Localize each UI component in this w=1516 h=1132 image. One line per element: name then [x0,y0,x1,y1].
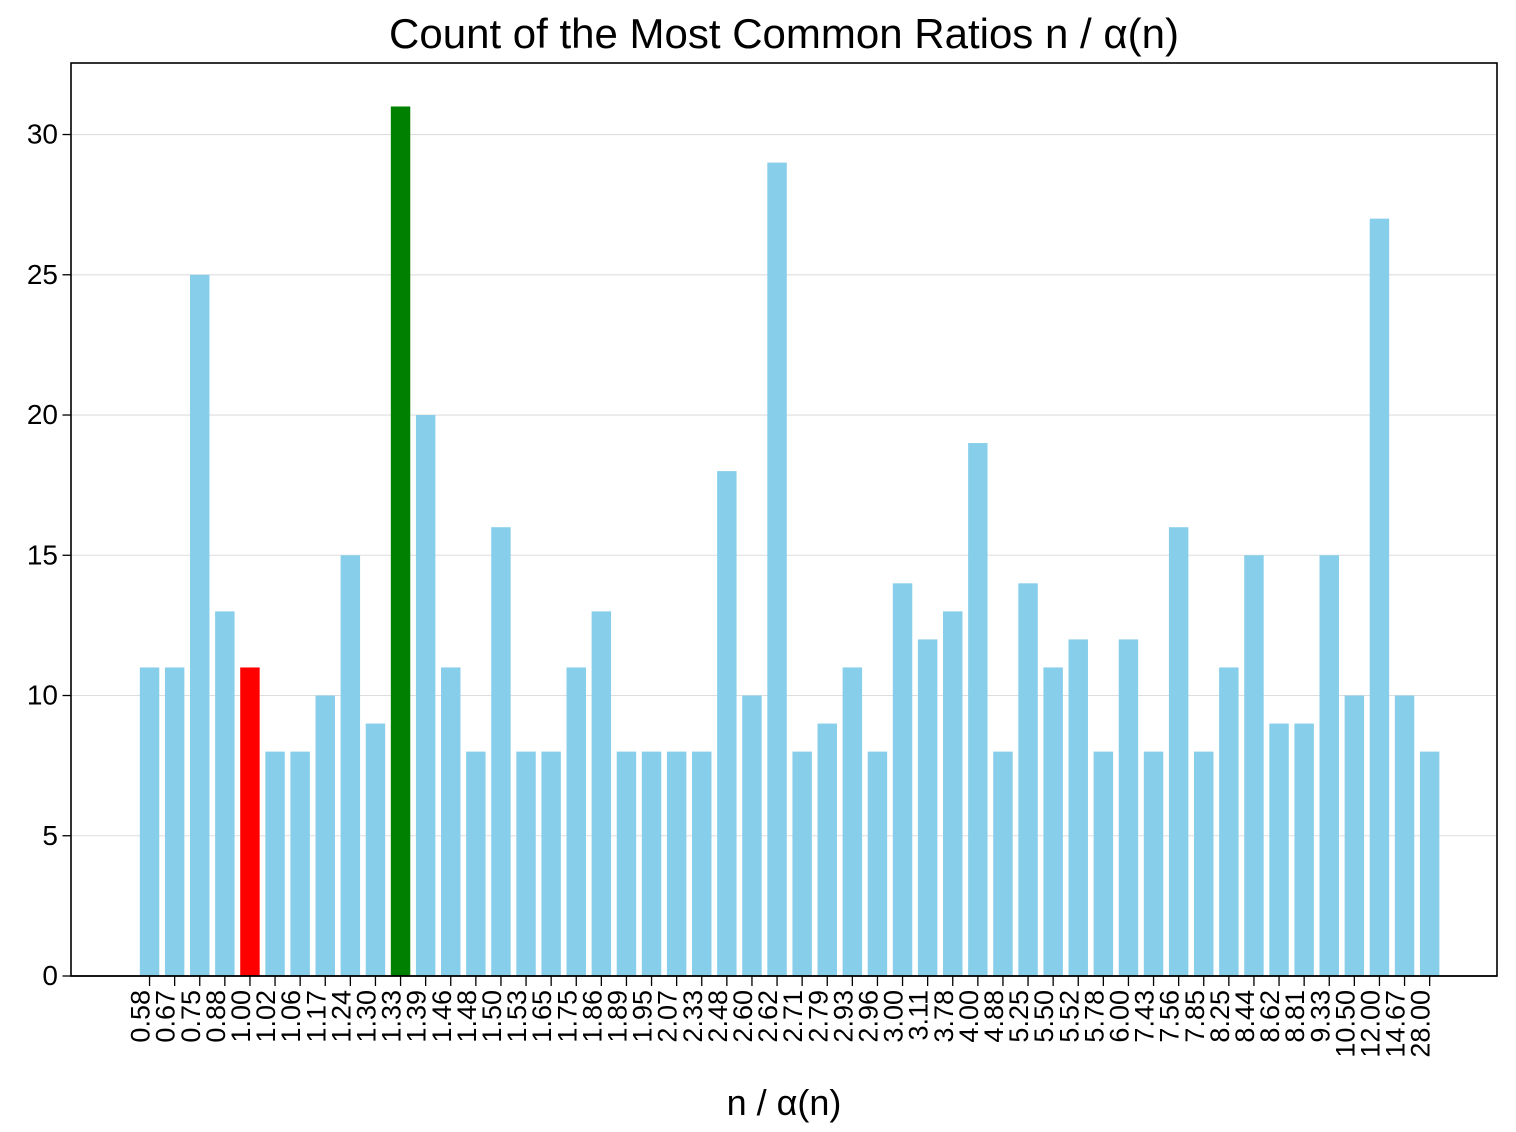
svg-text:25: 25 [27,259,58,290]
svg-text:28.00: 28.00 [1406,990,1436,1058]
svg-text:15: 15 [27,539,58,570]
svg-text:0: 0 [42,960,58,991]
svg-text:30: 30 [27,119,58,150]
svg-text:10: 10 [27,680,58,711]
svg-text:5: 5 [42,820,58,851]
svg-text:20: 20 [27,399,58,430]
